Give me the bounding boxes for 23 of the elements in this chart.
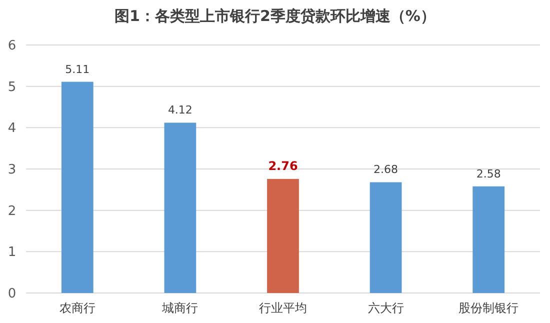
bar — [164, 122, 196, 293]
y-tick-label: 1 — [8, 245, 16, 260]
x-tick-label: 城商行 — [161, 301, 198, 315]
bar — [472, 186, 505, 293]
bar — [370, 182, 402, 293]
chart-title: 图1：各类型上市银行2季度贷款环比增速（%） — [114, 7, 436, 25]
data-label: 2.58 — [476, 167, 501, 180]
y-tick-label: 5 — [8, 80, 16, 95]
y-tick-label: 0 — [8, 286, 16, 302]
data-label: 4.12 — [168, 104, 192, 117]
x-tick-label: 股份制银行 — [458, 301, 519, 315]
y-tick-label: 4 — [8, 121, 16, 136]
y-tick-label: 3 — [8, 162, 16, 178]
bar — [267, 178, 299, 293]
y-tick-label: 2 — [8, 204, 16, 219]
data-label: 2.68 — [374, 163, 398, 176]
x-tick-label: 六大行 — [368, 301, 404, 315]
data-label: 5.11 — [65, 62, 90, 76]
data-label: 2.76 — [268, 158, 298, 173]
bar — [61, 82, 94, 293]
y-tick-label: 6 — [8, 38, 16, 54]
x-tick-label: 行业平均 — [259, 301, 307, 315]
x-tick-label: 农商行 — [59, 301, 96, 315]
